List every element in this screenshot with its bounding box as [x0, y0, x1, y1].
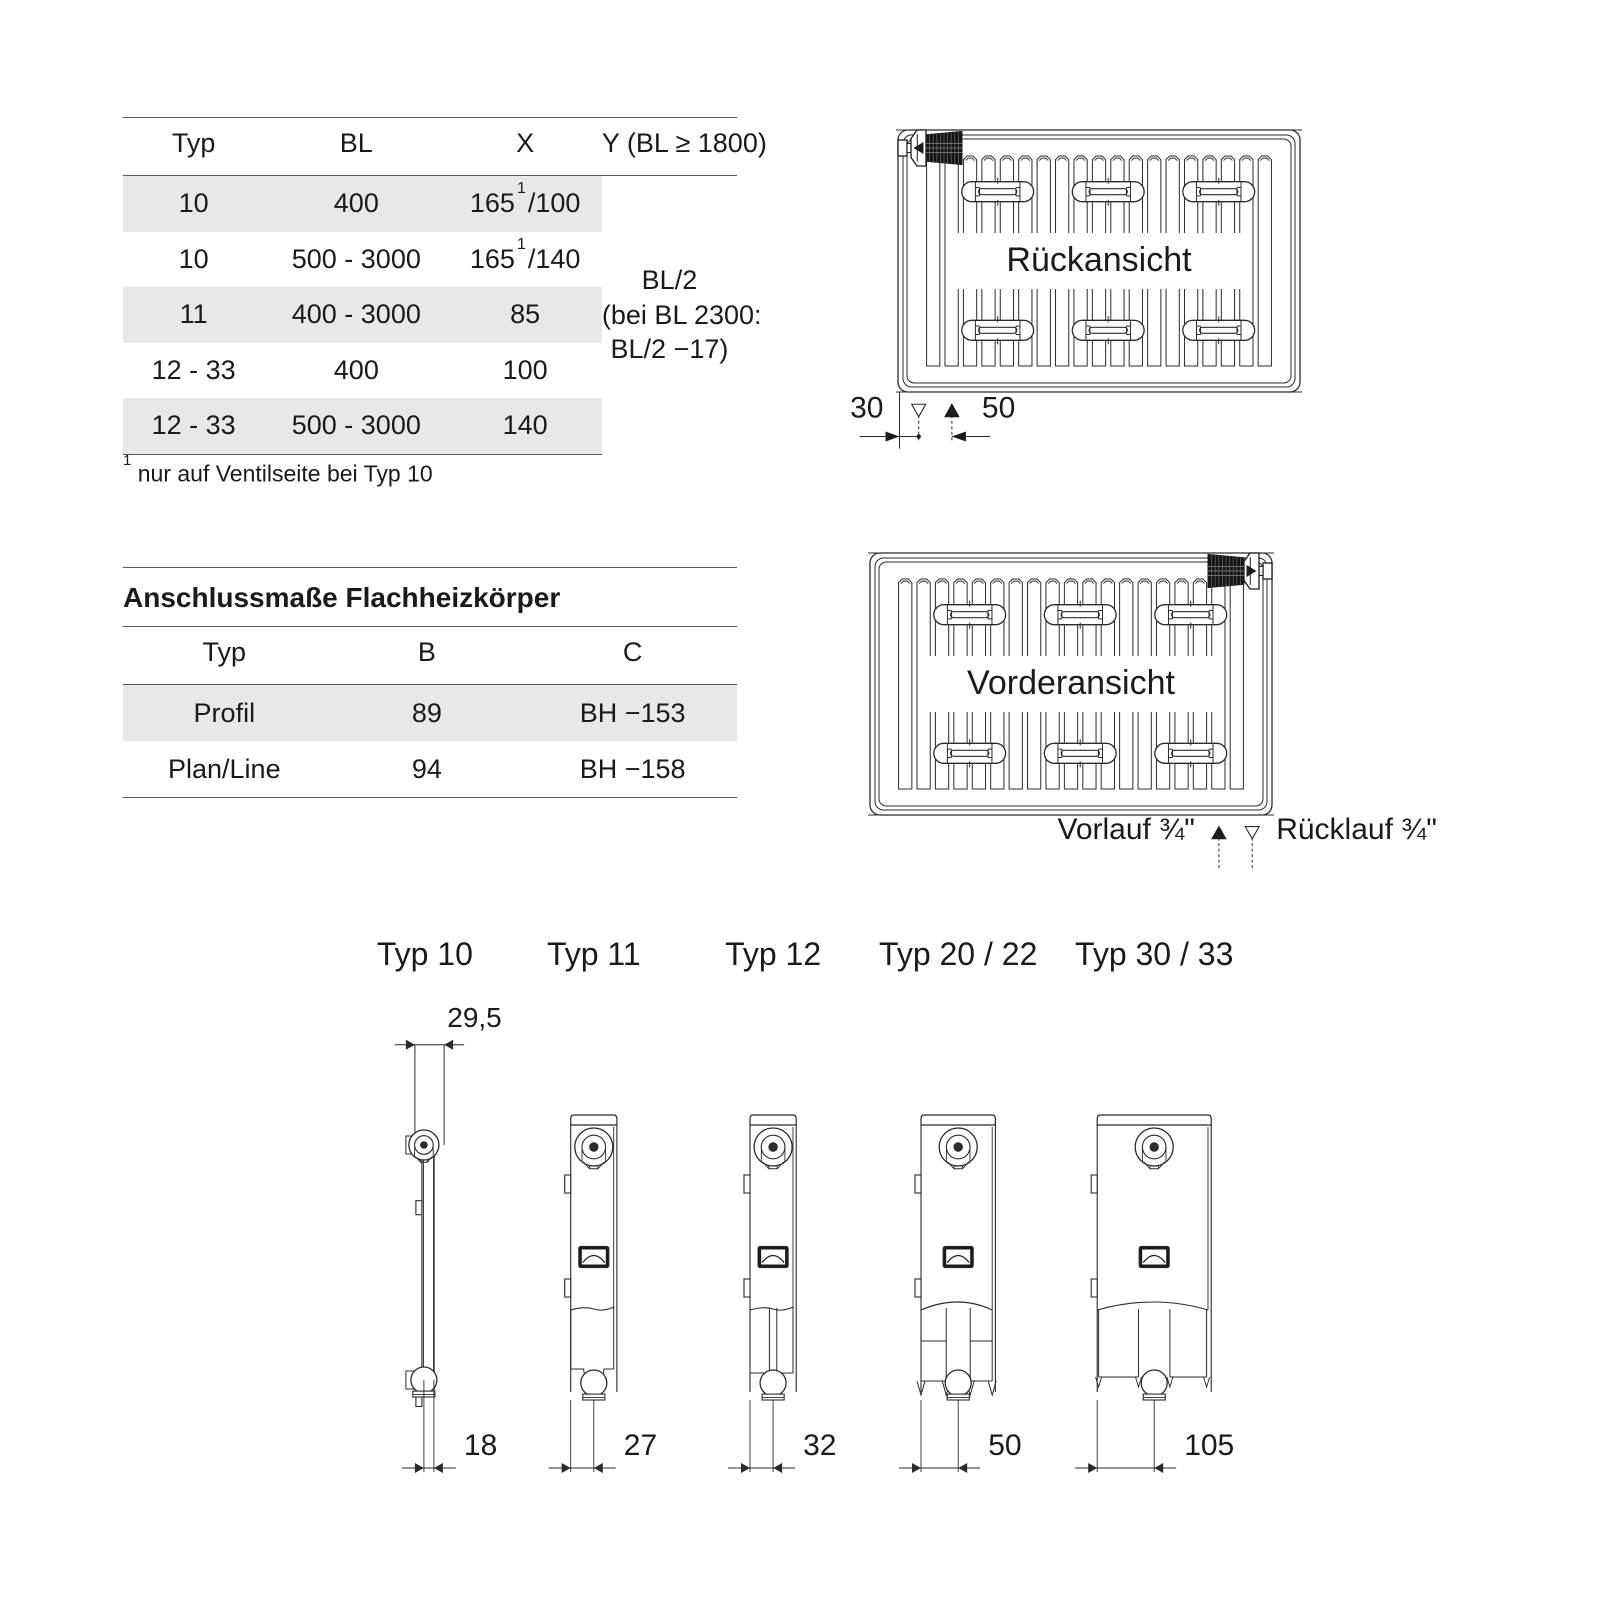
svg-text:30: 30 — [850, 391, 883, 424]
svg-text:50: 50 — [982, 391, 1015, 424]
svg-text:50: 50 — [988, 1429, 1021, 1462]
svg-text:29,5: 29,5 — [447, 1002, 502, 1033]
svg-text:105: 105 — [1184, 1429, 1234, 1462]
svg-text:Vorderansicht: Vorderansicht — [967, 664, 1175, 702]
svg-text:Typ 12: Typ 12 — [725, 936, 821, 972]
svg-text:Vorlauf ¾": Vorlauf ¾" — [1057, 813, 1194, 846]
svg-text:18: 18 — [464, 1429, 497, 1462]
svg-text:Rückansicht: Rückansicht — [1006, 241, 1192, 279]
svg-text:Rücklauf ¾": Rücklauf ¾" — [1276, 813, 1437, 846]
svg-text:27: 27 — [624, 1429, 657, 1462]
svg-text:Typ 10: Typ 10 — [377, 936, 473, 972]
svg-text:Typ 30 / 33: Typ 30 / 33 — [1075, 936, 1233, 972]
svg-text:Typ 20 / 22: Typ 20 / 22 — [879, 936, 1037, 972]
svg-text:Typ 11: Typ 11 — [547, 936, 641, 972]
svg-text:32: 32 — [803, 1429, 836, 1462]
